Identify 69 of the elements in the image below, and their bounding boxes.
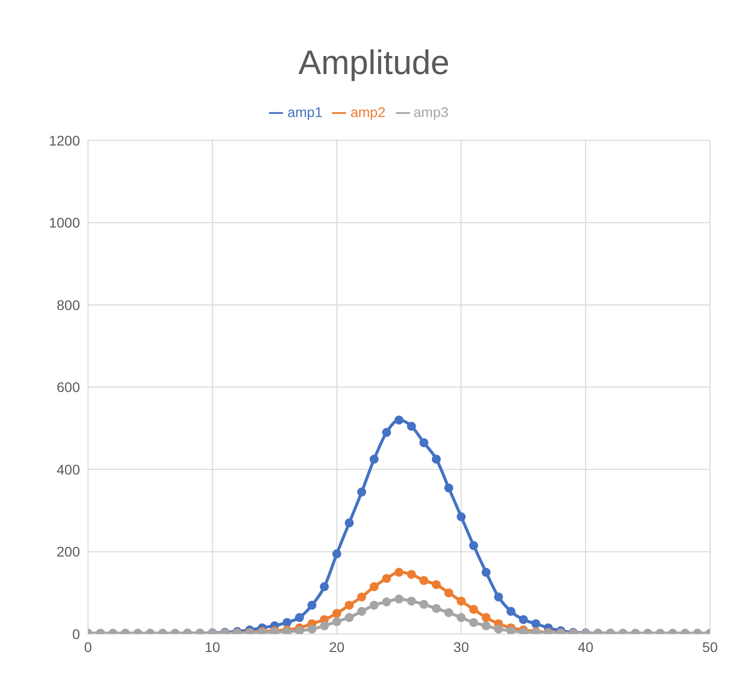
point xyxy=(506,606,516,616)
point xyxy=(406,570,416,579)
point xyxy=(344,600,354,610)
point xyxy=(357,592,366,602)
point xyxy=(282,618,292,627)
point xyxy=(456,613,466,622)
x-tick-label: 10 xyxy=(204,638,220,655)
point xyxy=(482,621,491,630)
point xyxy=(456,512,466,522)
point xyxy=(419,600,428,609)
point xyxy=(469,604,478,614)
point xyxy=(432,580,441,590)
point xyxy=(307,624,316,634)
point xyxy=(320,621,329,630)
y-tick-label: 1200 xyxy=(48,132,80,148)
point xyxy=(406,596,416,606)
x-tick-label: 40 xyxy=(578,638,594,655)
point xyxy=(531,619,540,628)
y-tick-label: 1000 xyxy=(48,214,80,231)
point xyxy=(469,618,478,627)
point xyxy=(444,588,454,598)
point xyxy=(382,574,392,583)
point xyxy=(320,582,329,592)
point xyxy=(494,624,504,634)
point xyxy=(357,488,366,497)
y-tick-label: 200 xyxy=(56,544,80,560)
point xyxy=(482,613,491,622)
legend-label: amp3 xyxy=(414,104,449,120)
point xyxy=(382,428,392,437)
point xyxy=(444,608,454,618)
point xyxy=(518,615,528,624)
point xyxy=(394,568,404,577)
x-tick-label: 30 xyxy=(453,638,470,655)
point xyxy=(432,454,441,464)
point xyxy=(406,422,416,431)
point xyxy=(419,438,428,448)
point xyxy=(357,606,366,616)
point xyxy=(294,613,304,622)
point xyxy=(394,594,404,604)
legend-label: amp1 xyxy=(287,104,322,120)
x-tick-label: 50 xyxy=(702,638,718,655)
point xyxy=(432,604,441,613)
point xyxy=(370,600,379,610)
point xyxy=(394,416,404,425)
point xyxy=(332,608,342,618)
point xyxy=(344,613,354,622)
point xyxy=(444,483,454,492)
y-tick-label: 800 xyxy=(56,296,80,313)
y-tick-label: 400 xyxy=(56,461,80,478)
point xyxy=(469,541,478,550)
point xyxy=(370,582,379,592)
point xyxy=(307,600,316,610)
legend-label: amp2 xyxy=(350,104,386,120)
point xyxy=(332,549,342,558)
point xyxy=(294,626,304,634)
point xyxy=(382,597,392,606)
point xyxy=(506,626,516,634)
point xyxy=(494,592,504,602)
point xyxy=(456,596,466,606)
y-tick-label: 600 xyxy=(56,379,80,396)
point xyxy=(344,518,354,528)
y-tick-label: 0 xyxy=(72,626,80,642)
chart-title: Amplitude xyxy=(297,43,451,84)
point xyxy=(332,617,342,626)
x-tick-label: 20 xyxy=(329,638,345,655)
point xyxy=(370,454,379,464)
point xyxy=(482,568,491,577)
point xyxy=(419,576,428,586)
x-tick-label: 0 xyxy=(84,638,92,655)
